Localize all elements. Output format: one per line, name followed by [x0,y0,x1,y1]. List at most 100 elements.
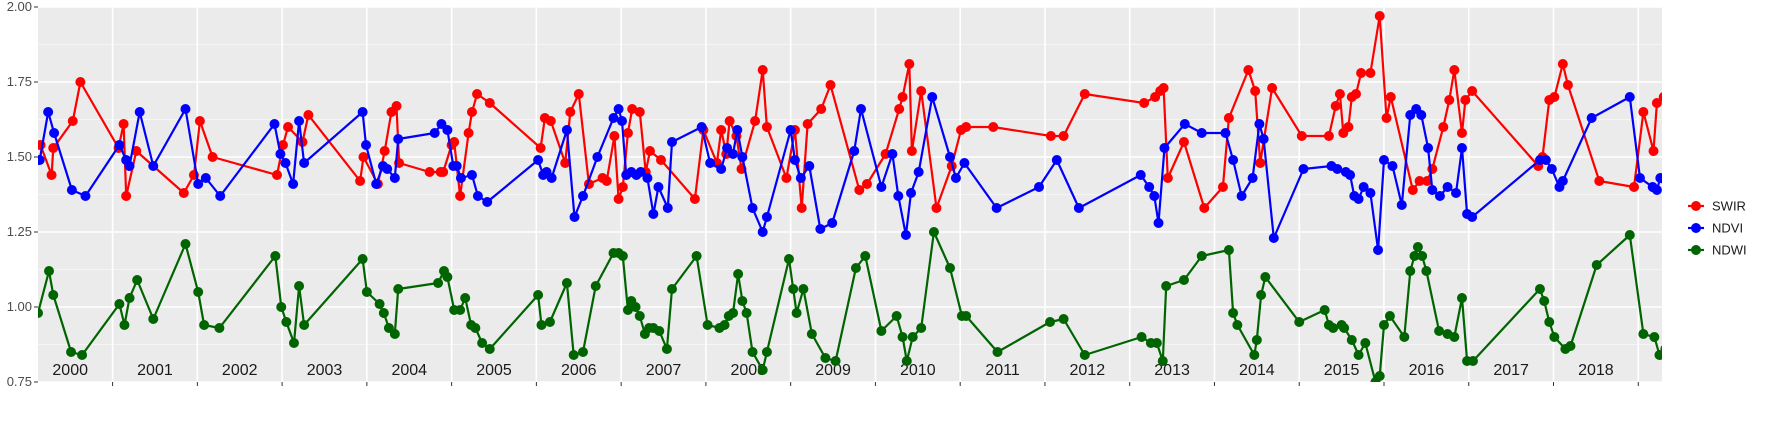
data-point-ndwi [737,296,748,306]
data-point-ndvi [900,230,911,240]
data-point-ndvi [827,218,838,228]
data-point-ndvi [1540,155,1551,165]
data-point-swir [463,128,474,138]
x-tick-label: 2002 [222,362,258,379]
data-point-swir [1594,176,1605,186]
data-point-ndwi [590,281,601,291]
data-point-ndwi [830,356,841,366]
y-tick-label: 1.25 [7,224,32,239]
data-point-ndwi [361,287,372,297]
data-point-ndwi [1686,362,1696,372]
data-point-swir [716,125,727,135]
data-point-swir [906,146,917,156]
data-point-ndwi [806,329,817,339]
data-point-ndwi [77,350,88,360]
data-point-ndwi [536,320,547,330]
data-point-ndwi [741,308,752,318]
data-point-ndwi [691,251,702,261]
data-point-ndwi [1384,311,1395,321]
data-point-ndvi [38,155,45,165]
data-point-ndvi [280,158,291,168]
data-point-ndvi [1365,188,1376,198]
data-point-ndvi [180,104,191,114]
data-point-ndwi [1346,335,1357,345]
data-point-swir [1178,137,1189,147]
data-point-ndwi [119,320,130,330]
data-point-ndwi [1591,260,1602,270]
data-point-swir [449,137,460,147]
data-point-ndwi [798,284,809,294]
x-tick-label: 2011 [985,362,1020,379]
data-point-ndwi [1374,371,1385,381]
data-point-ndwi [1434,326,1445,336]
data-point-ndwi [702,320,713,330]
data-point-swir [545,116,556,126]
data-point-ndvi [1387,161,1398,171]
data-point-ndwi [1228,308,1239,318]
data-point-ndvi [1686,236,1696,246]
data-point-ndwi [622,305,633,315]
data-point-swir [1703,128,1713,138]
data-point-ndwi [357,254,368,264]
data-point-ndwi [374,299,385,309]
data-point-ndwi [719,320,730,330]
data-point-ndvi [1258,134,1269,144]
data-point-ndvi [757,227,768,237]
data-point-ndwi [1249,350,1260,360]
data-point-ndwi [460,293,471,303]
data-point-ndwi [1565,341,1576,351]
data-point-ndwi [1232,320,1243,330]
data-point-ndvi [761,212,772,222]
data-point-ndvi [193,179,204,189]
data-point-swir [1079,89,1090,99]
data-point-ndwi [199,320,210,330]
x-tick-label: 2008 [730,362,766,379]
data-point-ndvi [80,191,91,201]
data-point-ndwi [617,251,628,261]
data-point-ndwi [1682,374,1692,384]
data-point-ndwi [634,311,645,321]
data-point-ndvi [1196,128,1207,138]
data-point-ndwi [48,290,59,300]
data-point-ndwi [733,269,744,279]
data-point-ndvi [1135,170,1146,180]
data-point-ndvi [1456,143,1467,153]
x-tick-label: 2015 [1324,362,1360,379]
data-point-ndvi [1268,233,1279,243]
data-point-ndvi [795,173,806,183]
data-point-ndwi [1467,356,1478,366]
data-point-ndvi [1624,92,1635,102]
data-point-ndwi [1178,275,1189,285]
data-point-ndwi [1638,329,1649,339]
y-tick-label: 0.75 [7,374,32,389]
data-point-swir [1381,113,1392,123]
data-point-swir [1255,158,1266,168]
data-point-ndwi [1412,242,1423,252]
x-tick-label: 2010 [900,362,936,379]
data-point-ndvi [389,173,400,183]
data-point-ndvi [66,185,77,195]
x-tick-label: 2000 [52,362,88,379]
data-point-swir [609,131,620,141]
data-point-ndvi [357,107,368,117]
data-point-ndvi [906,188,917,198]
data-point-ndwi [533,290,544,300]
data-point-swir [816,104,827,114]
data-point-swir [601,176,612,186]
data-point-ndwi [1544,317,1555,327]
data-point-ndwi [544,317,555,327]
data-point-ndwi [38,308,43,318]
data-point-ndvi [804,161,815,171]
data-point-ndvi [1298,164,1309,174]
data-point-ndvi [616,116,627,126]
data-point-swir [1724,179,1734,189]
data-point-ndwi [992,347,1003,357]
data-point-ndvi [747,203,758,213]
data-point-swir [1414,176,1425,186]
data-point-swir [1562,80,1573,90]
data-point-swir [1456,128,1467,138]
data-point-swir [897,92,908,102]
data-point-swir [1467,86,1478,96]
data-point-swir [617,182,628,192]
data-point-ndvi [1655,173,1662,183]
